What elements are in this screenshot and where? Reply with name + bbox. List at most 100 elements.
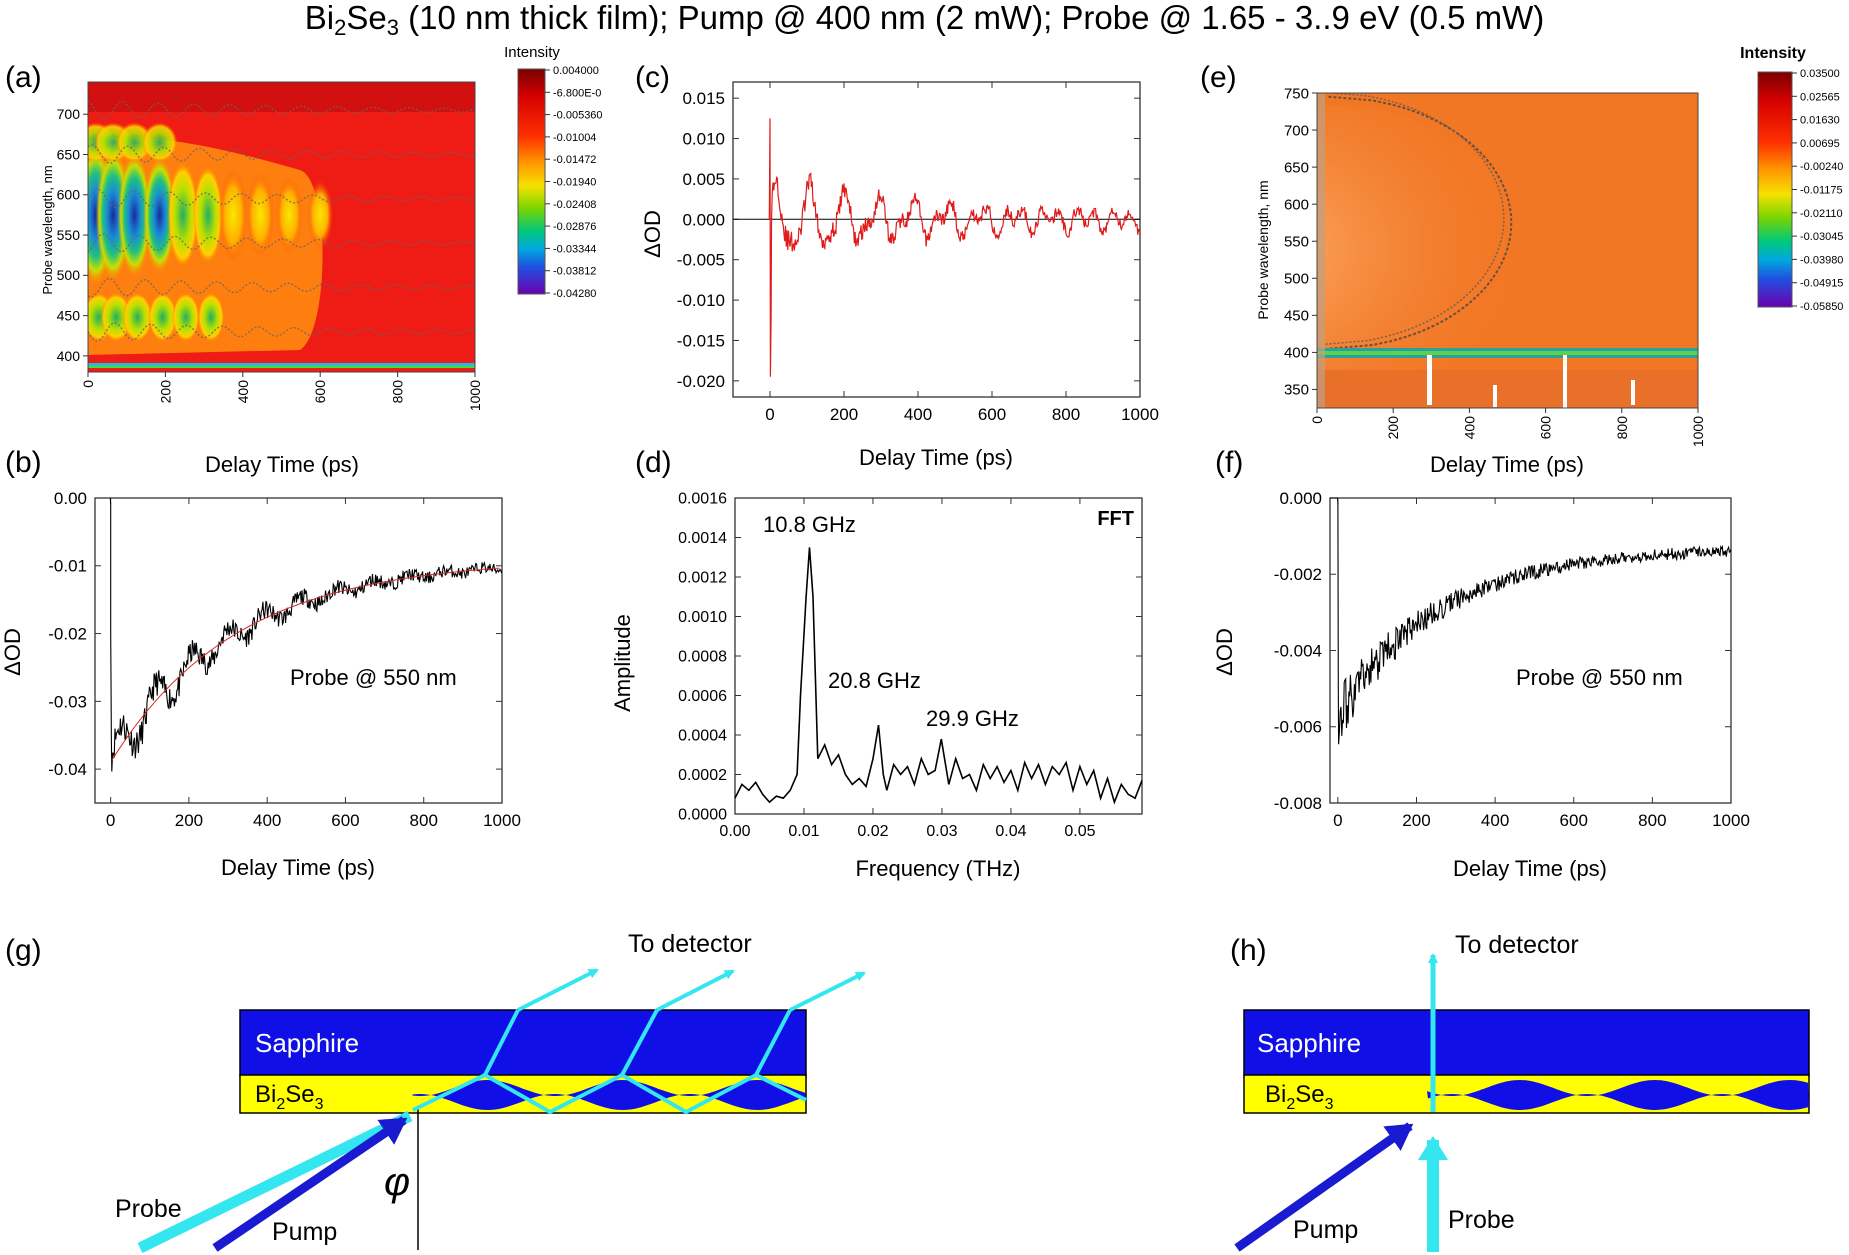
y-tick-label: 550 [57,227,81,243]
y-tick-label: 0.000 [682,210,725,229]
panel-a-heatmap: 0 200 400 600 800 1000 400 450 500 550 600 650 700 P… [40,44,603,477]
y-tick-label: 0.0012 [678,570,727,587]
heatmap-a-contour-line [88,144,475,165]
x-tick-label: 0 [1309,416,1325,424]
chart-f-annotation: Probe @ 550 nm [1516,665,1683,690]
y-tick-label: -0.03 [48,692,87,711]
y-tick-label: 650 [1284,159,1309,176]
film-label-subscript: 2 [1286,1096,1295,1113]
chart-b-annotation: Probe @ 550 nm [290,665,457,690]
chart-f-ylabel: ΔOD [1212,628,1237,676]
y-tick-label: -0.006 [1274,718,1322,737]
x-tick-label: 400 [1461,416,1477,440]
colorbar-a-label: -6.800E-0 [553,87,601,99]
pump-beam-h [1234,1122,1414,1252]
title-subscript: 2 [334,15,347,40]
x-tick-label: 200 [1402,811,1430,830]
pump-beam-g [212,1116,408,1252]
x-tick-label: 200 [830,405,858,424]
colorbar-a-label: -0.03812 [553,266,596,278]
y-tick-label: -0.015 [677,331,725,350]
colorbar-e-label: -0.05850 [1800,301,1843,313]
heatmap-a-top-band [88,82,475,112]
chart-d-annotation-1: 10.8 GHz [763,512,856,537]
colorbar-a-label: -0.03344 [553,243,596,255]
output-beam-g-3 [789,971,866,1012]
heatmap-a-lower-blob [171,292,200,343]
y-tick-label: 500 [1284,271,1309,288]
x-tick-label: 0.03 [926,823,957,840]
heatmap-a-oscillation-blob [276,176,303,253]
chart-c-frame [732,81,1141,398]
y-tick-label: 0.005 [682,170,725,189]
heatmap-a-contours [88,100,475,343]
panel-f-chart: 0 200 400 600 800 1000 0.000 -0.002 -0.004 -0.006… [1212,489,1750,881]
heatmap-a-pump-line-edge [88,366,475,368]
output-beam-g-1 [517,968,599,1012]
heatmap-a-oscillation-blob [143,156,176,273]
x-tick-label: 1000 [1712,811,1750,830]
heatmap-a-oscillation-blob [307,180,333,249]
x-tick-label: 800 [410,811,438,830]
heatmap-e-ylabel: Probe wavelength, nm [1255,180,1271,319]
panel-c-chart: 0 200 400 600 800 1000 0.015 0.010 0.005 0.000 -0.… [640,81,1159,470]
heatmap-e-edge [1317,93,1325,408]
colorbar-e-title: Intensity [1740,45,1806,62]
chart-b-fit-line [111,567,500,761]
heatmap-a-lower-blob [122,292,153,343]
x-tick-label: 0.05 [1064,823,1095,840]
chart-c-trace [768,118,1141,377]
y-tick-label: 0.000 [1279,489,1322,508]
panel-e-heatmap: 0 200 400 600 800 1000 350 400 450 500 550 600 650 70… [1255,45,1843,477]
colorbar-a-title: Intensity [504,44,560,61]
panel-d-chart: 0.00 0.01 0.02 0.03 0.04 0.05 0.0016 0.0014 0.00… [610,491,1143,881]
x-tick-label: 200 [175,811,203,830]
colorbar-a-label: -0.01940 [553,177,596,189]
x-tick-label: 1000 [467,380,483,411]
heatmap-e-pump-band-core [1317,351,1698,355]
x-tick-label: 1000 [1121,405,1159,424]
colorbar-e-label: -0.03980 [1800,254,1843,266]
y-tick-label: 700 [57,106,81,122]
chart-f-axes: 0 200 400 600 800 1000 0.000 -0.002 -0.004 -0.006… [1274,489,1750,830]
heatmap-e-artifact [1427,355,1432,405]
chart-b-xlabel: Delay Time (ps) [221,855,375,880]
heatmap-e-region [1317,105,1520,395]
heatmap-e-xlabel: Delay Time (ps) [1430,452,1584,477]
colorbar-a-label: -0.01004 [553,132,596,144]
y-tick-label: 0.0008 [678,649,727,666]
panel-label-b: (b) [5,446,42,479]
heatmap-a-upper-blob [141,122,178,163]
sapphire-label-h: Sapphire [1257,1028,1361,1058]
x-tick-label: 400 [1481,811,1509,830]
panel-label-c: (c) [635,61,670,94]
figure-title: Bi2Se3 (10 nm thick film); Pump @ 400 nm… [0,0,1849,40]
pump-label-g: Pump [272,1218,337,1246]
x-tick-label: 800 [1614,416,1630,440]
x-tick-label: 0 [80,380,96,388]
y-tick-label: 750 [1284,85,1309,102]
x-tick-label: 400 [904,405,932,424]
colorbar-e-label: 0.02565 [1800,91,1840,103]
x-tick-label: 200 [157,380,173,404]
y-tick-label: -0.04 [48,760,87,779]
title-part: (10 nm thick film); Pump @ 400 nm (2 mW)… [398,0,1545,36]
x-tick-label: 0.02 [857,823,888,840]
to-detector-label-g: To detector [628,930,752,958]
chart-c-ylabel: ΔOD [640,210,665,258]
panel-b-chart: 0 200 400 600 800 1000 0.00 -0.01 -0.02 -0.03 -0.0… [0,489,521,880]
heatmap-a-oscillation-blob [218,168,248,261]
y-tick-label: 0.0002 [678,767,727,784]
chart-d-annotation-3: 29.9 GHz [926,706,1019,731]
x-tick-label: 800 [1052,405,1080,424]
x-tick-label: 0.00 [719,823,750,840]
strain-wave-g [412,1080,806,1110]
colorbar-e-label: 0.01630 [1800,115,1840,127]
panel-label-h: (h) [1230,934,1267,967]
y-tick-label: 0.015 [682,89,725,108]
y-tick-label: -0.005 [677,251,725,270]
film-label-part: Se [1295,1081,1324,1108]
chart-b-axes: 0 200 400 600 800 1000 0.00 -0.01 -0.02 -0.03 -0.0… [48,489,521,830]
heatmap-e-artifact [1563,355,1567,408]
